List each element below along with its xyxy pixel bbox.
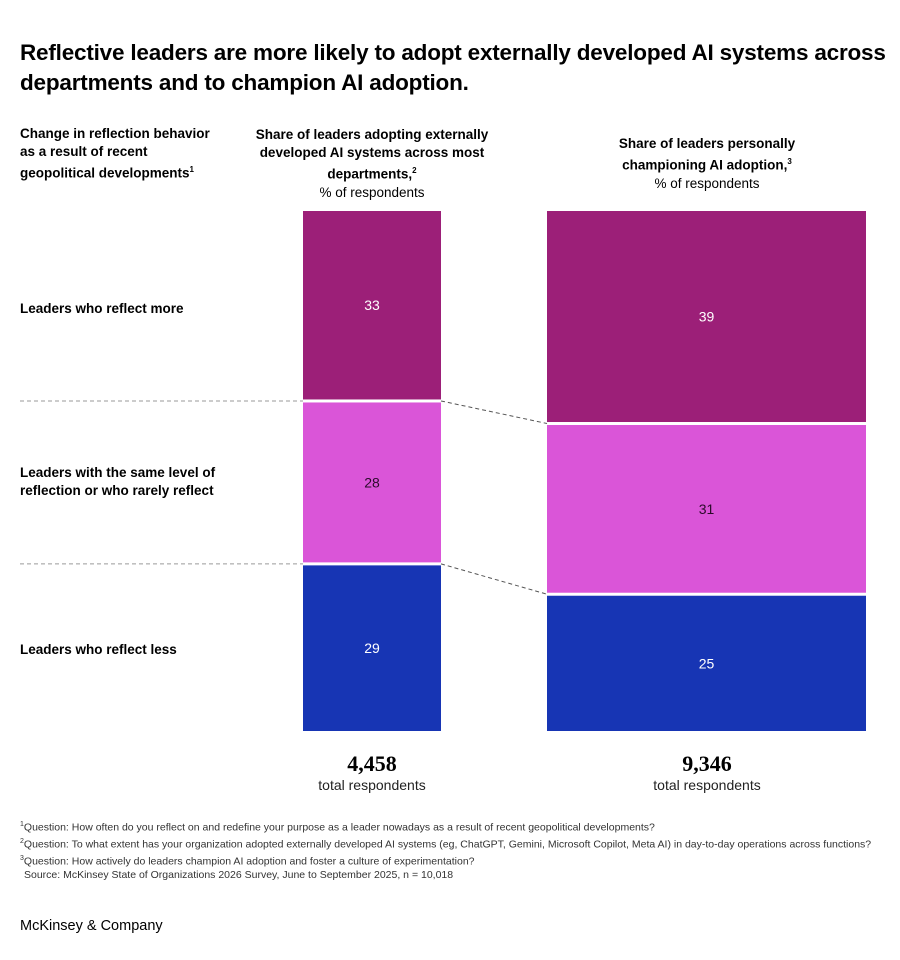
- chart-title: Reflective leaders are more likely to ad…: [20, 40, 886, 95]
- total-label: total respondents: [653, 777, 761, 793]
- column-title: Share of leaders adopting externally dev…: [255, 127, 489, 182]
- footnote-1: 1Question: How often do you reflect on a…: [20, 818, 880, 835]
- column-unit: % of respondents: [654, 175, 760, 191]
- footnote-text: Question: How often do you reflect on an…: [23, 821, 655, 834]
- data-label: 28: [364, 474, 380, 490]
- total-label: total respondents: [318, 777, 426, 793]
- column-unit: % of respondents: [319, 184, 425, 200]
- column-footnote-ref: 2: [412, 166, 417, 175]
- row-header-footnote-ref: 1: [189, 165, 194, 174]
- total-championing: 9,346 total respondents: [607, 752, 807, 794]
- footnote-text: Question: How actively do leaders champi…: [23, 855, 475, 868]
- footnote-2: 2Question: To what extent has your organ…: [20, 835, 880, 852]
- bar-segment: [547, 211, 866, 423]
- total-number: 4,458: [347, 751, 397, 776]
- footnote-marker: 1: [20, 821, 24, 828]
- connector-line: [440, 563, 548, 595]
- data-label: 25: [699, 655, 715, 671]
- column-title: Share of leaders personally championing …: [618, 136, 796, 173]
- bar-segment: [303, 565, 441, 731]
- source-note: Source: McKinsey State of Organizations …: [24, 869, 454, 881]
- column-header-adopting: Share of leaders adopting externally dev…: [252, 126, 492, 202]
- footnote-text: Question: To what extent has your organi…: [23, 838, 872, 851]
- bar-segment: [547, 425, 866, 593]
- connector-line: [440, 400, 548, 424]
- total-adopting: 4,458 total respondents: [272, 752, 472, 794]
- row-label-reflect-less: Leaders who reflect less: [20, 642, 177, 657]
- column-header-championing: Share of leaders personally championing …: [587, 135, 827, 193]
- data-label: 29: [364, 640, 380, 656]
- row-header-text: Change in reflection behavior as a resul…: [20, 126, 210, 181]
- footnote-3: 3Question: How actively do leaders champ…: [20, 852, 880, 869]
- bar-segment: [547, 595, 866, 731]
- footnote-marker: 3: [20, 855, 24, 862]
- column-footnote-ref: 3: [787, 157, 792, 166]
- bar-segment: [303, 402, 441, 563]
- footnote-marker: 2: [20, 838, 24, 845]
- footnotes: 1Question: How often do you reflect on a…: [20, 818, 880, 883]
- bar-segment: [303, 211, 441, 400]
- brand-logo: McKinsey & Company: [20, 918, 163, 934]
- data-label: 31: [699, 501, 715, 517]
- total-number: 9,346: [682, 751, 732, 776]
- data-label: 39: [699, 309, 715, 325]
- row-label-reflect-more: Leaders who reflect more: [20, 301, 184, 316]
- data-label: 33: [364, 297, 380, 313]
- row-header: Change in reflection behavior as a resul…: [20, 125, 220, 183]
- row-label-same-level: Leaders with the same level of reflectio…: [20, 465, 216, 498]
